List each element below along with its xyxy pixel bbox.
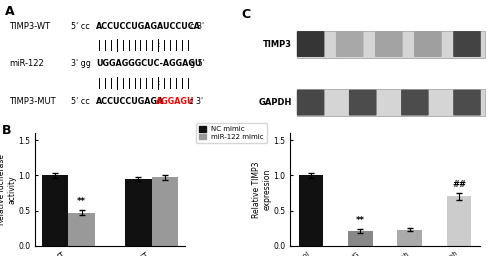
Text: B: B [2,124,12,137]
FancyBboxPatch shape [297,89,486,116]
FancyBboxPatch shape [401,90,428,115]
Text: 3' gg: 3' gg [71,59,91,69]
Bar [348,231,372,246]
Text: **: ** [77,197,86,206]
Text: ACCUCCUGAGA: ACCUCCUGAGA [96,97,164,106]
Bar [125,179,152,246]
Text: g 5': g 5' [190,59,204,69]
Text: :: : [157,42,160,48]
Text: 5' cc: 5' cc [71,22,90,31]
Text: A: A [5,5,15,18]
Text: :: : [116,42,118,48]
FancyBboxPatch shape [349,90,376,115]
FancyBboxPatch shape [336,31,363,57]
Text: **: ** [356,216,365,225]
Bar [446,197,471,246]
Text: miR-122: miR-122 [10,59,44,69]
Text: ##: ## [452,180,466,189]
Text: GAPDH: GAPDH [259,98,292,107]
FancyBboxPatch shape [297,31,324,57]
FancyBboxPatch shape [375,31,402,57]
Text: :: : [116,80,118,86]
Bar [398,230,422,246]
Text: UGGAGGGCUC-AGGAGU: UGGAGGGCUC-AGGAGU [96,59,202,69]
FancyBboxPatch shape [297,30,486,58]
Text: TIMP3-MUT: TIMP3-MUT [10,97,56,106]
Text: TIMP3: TIMP3 [263,39,292,49]
FancyBboxPatch shape [414,31,442,57]
Bar [68,213,95,246]
Text: AGGAGU: AGGAGU [156,97,194,106]
FancyBboxPatch shape [453,31,481,57]
Bar [152,177,178,246]
Text: ACCUCCUGAGAUCCUCA: ACCUCCUGAGAUCCUCA [96,22,201,31]
FancyBboxPatch shape [297,90,324,115]
Text: 5' cc: 5' cc [71,97,90,106]
Y-axis label: Relative luciferase
activity: Relative luciferase activity [0,154,16,225]
Text: :: : [157,80,160,86]
Text: c 3': c 3' [188,97,203,106]
Bar [42,175,68,246]
Text: TIMP3-WT: TIMP3-WT [10,22,50,31]
Bar [298,175,324,246]
Text: c 3': c 3' [190,22,204,31]
FancyBboxPatch shape [453,90,481,115]
Text: C: C [242,8,250,21]
Y-axis label: Relative TIMP3
expression: Relative TIMP3 expression [252,161,272,218]
Legend: NC mimic, miR-122 mimic: NC mimic, miR-122 mimic [196,123,266,143]
